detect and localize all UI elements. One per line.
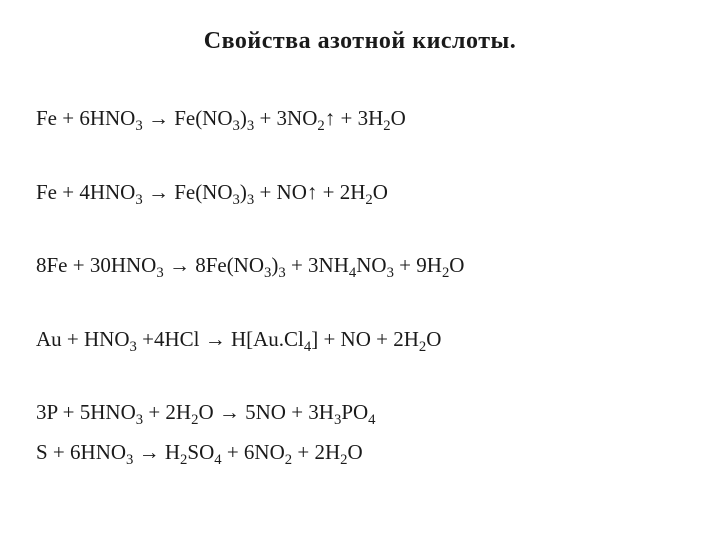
equation-5: 3P + 5HNO3 + 2H2O → 5NO + 3H3PO4 <box>36 397 684 429</box>
equation-block-1: Fe + 6HNO3 → Fe(NO3)3 + 3NO2↑ + 3H2O <box>36 103 684 135</box>
equation-4: Au + HNO3 +4HCl → H[Au.Cl4] + NO + 2H2O <box>36 324 684 356</box>
equation-block-3: 8Fe + 30HNO3 → 8Fe(NO3)3 + 3NH4NO3 + 9H2… <box>36 250 684 282</box>
equation-1: Fe + 6HNO3 → Fe(NO3)3 + 3NO2↑ + 3H2O <box>36 103 684 135</box>
equation-2: Fe + 4HNO3 → Fe(NO3)3 + NO↑ + 2H2O <box>36 177 684 209</box>
page-title: Свойства азотной кислоты. <box>36 28 684 55</box>
equation-6: S + 6HNO3 → H2SO4 + 6NO2 + 2H2O <box>36 437 684 469</box>
equation-block-2: Fe + 4HNO3 → Fe(NO3)3 + NO↑ + 2H2O <box>36 177 684 209</box>
equation-block-4: Au + HNO3 +4HCl → H[Au.Cl4] + NO + 2H2O <box>36 324 684 356</box>
equation-block-5: 3P + 5HNO3 + 2H2O → 5NO + 3H3PO4 S + 6HN… <box>36 397 684 468</box>
equation-3: 8Fe + 30HNO3 → 8Fe(NO3)3 + 3NH4NO3 + 9H2… <box>36 250 684 282</box>
